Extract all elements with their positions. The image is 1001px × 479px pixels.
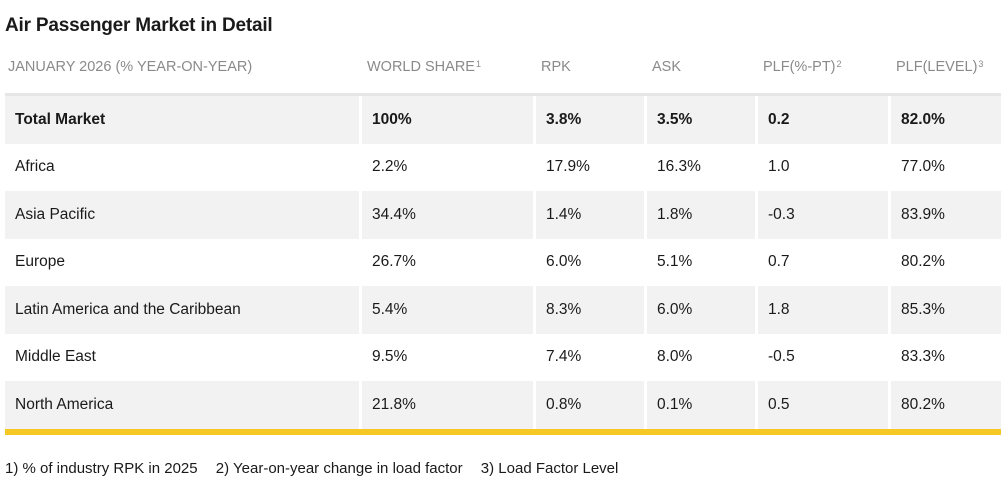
cell-plf-level: 83.3% xyxy=(891,333,1001,381)
cell-ask: 8.0% xyxy=(647,333,758,381)
footnote-marker-1: 1 xyxy=(475,59,481,69)
cell-plf-level: 82.0% xyxy=(891,96,1001,144)
cell-plf-level: 80.2% xyxy=(891,381,1001,429)
cell-rpk: 8.3% xyxy=(536,286,647,334)
footnote-3: 3) Load Factor Level xyxy=(480,460,619,477)
header-world-share: WORLD SHARE 1 xyxy=(362,52,536,82)
cell-region: Asia Pacific xyxy=(5,191,362,239)
passenger-market-table: JANUARY 2026 (% YEAR-ON-YEAR) WORLD SHAR… xyxy=(5,52,1001,435)
table-row-total: Total Market 100% 3.8% 3.5% 0.2 82.0% xyxy=(5,96,1001,144)
cell-plf-pt: 0.5 xyxy=(758,381,891,429)
cell-ask: 0.1% xyxy=(647,381,758,429)
cell-region: North America xyxy=(5,381,362,429)
header-ask-label: ASK xyxy=(652,59,682,75)
cell-world-share: 100% xyxy=(362,96,536,144)
header-rpk: RPK xyxy=(536,52,647,82)
cell-world-share: 9.5% xyxy=(362,333,536,381)
cell-world-share: 21.8% xyxy=(362,381,536,429)
table-row: Latin America and the Caribbean 5.4% 8.3% 6… xyxy=(5,286,1001,334)
table-row: Europe 26.7% 6.0% 5.1% 0.7 80.2% xyxy=(5,238,1001,286)
cell-rpk: 6.0% xyxy=(536,238,647,286)
cell-rpk: 17.9% xyxy=(536,143,647,191)
cell-world-share: 2.2% xyxy=(362,143,536,191)
cell-plf-level: 80.2% xyxy=(891,238,1001,286)
cell-plf-pt: 0.2 xyxy=(758,96,891,144)
cell-rpk: 1.4% xyxy=(536,191,647,239)
cell-region: Middle East xyxy=(5,333,362,381)
cell-plf-pt: 1.0 xyxy=(758,143,891,191)
header-ask: ASK xyxy=(647,52,758,82)
footnote-2: 2) Year-on-year change in load factor xyxy=(215,460,463,477)
cell-rpk: 7.4% xyxy=(536,333,647,381)
table-row: Middle East 9.5% 7.4% 8.0% -0.5 83.3% xyxy=(5,333,1001,381)
page-title: Air Passenger Market in Detail xyxy=(5,15,273,36)
cell-plf-level: 85.3% xyxy=(891,286,1001,334)
header-plf-pt: PLF(%-PT) 2 xyxy=(758,52,891,82)
header-world-share-label: WORLD SHARE xyxy=(367,59,475,75)
header-plf-level: PLF(LEVEL) 3 xyxy=(891,52,1001,82)
cell-plf-pt: 0.7 xyxy=(758,238,891,286)
footnote-marker-2: 2 xyxy=(836,59,842,69)
cell-plf-level: 77.0% xyxy=(891,143,1001,191)
cell-world-share: 34.4% xyxy=(362,191,536,239)
table-body: Total Market 100% 3.8% 3.5% 0.2 82.0% Africa 2.… xyxy=(5,93,1001,429)
table-row: Africa 2.2% 17.9% 16.3% 1.0 77.0% xyxy=(5,143,1001,191)
cell-ask: 3.5% xyxy=(647,96,758,144)
cell-rpk: 0.8% xyxy=(536,381,647,429)
table-row: North America 21.8% 0.8% 0.1% 0.5 80.2% xyxy=(5,381,1001,429)
cell-ask: 1.8% xyxy=(647,191,758,239)
header-region-label: JANUARY 2026 (% YEAR-ON-YEAR) xyxy=(8,59,253,75)
cell-ask: 5.1% xyxy=(647,238,758,286)
cell-region: Europe xyxy=(5,238,362,286)
cell-world-share: 5.4% xyxy=(362,286,536,334)
cell-region: Total Market xyxy=(5,96,362,144)
header-region: JANUARY 2026 (% YEAR-ON-YEAR) xyxy=(5,52,362,82)
accent-bar xyxy=(5,428,1001,435)
cell-region: Latin America and the Caribbean xyxy=(5,286,362,334)
table-header-row: JANUARY 2026 (% YEAR-ON-YEAR) WORLD SHAR… xyxy=(5,52,1001,82)
cell-ask: 16.3% xyxy=(647,143,758,191)
footnotes: 1) % of industry RPK in 2025 2) Year-on-… xyxy=(5,460,632,477)
cell-plf-pt: -0.5 xyxy=(758,333,891,381)
cell-rpk: 3.8% xyxy=(536,96,647,144)
cell-world-share: 26.7% xyxy=(362,238,536,286)
footnote-1: 1) % of industry RPK in 2025 xyxy=(5,460,198,477)
cell-plf-pt: 1.8 xyxy=(758,286,891,334)
table-row: Asia Pacific 34.4% 1.4% 1.8% -0.3 83.9% xyxy=(5,191,1001,239)
footnote-marker-3: 3 xyxy=(978,59,984,69)
cell-plf-level: 83.9% xyxy=(891,191,1001,239)
cell-ask: 6.0% xyxy=(647,286,758,334)
header-plf-level-label: PLF(LEVEL) xyxy=(896,59,978,75)
header-plf-pt-label: PLF(%-PT) xyxy=(763,59,836,75)
header-rpk-label: RPK xyxy=(541,59,571,75)
cell-plf-pt: -0.3 xyxy=(758,191,891,239)
cell-region: Africa xyxy=(5,143,362,191)
